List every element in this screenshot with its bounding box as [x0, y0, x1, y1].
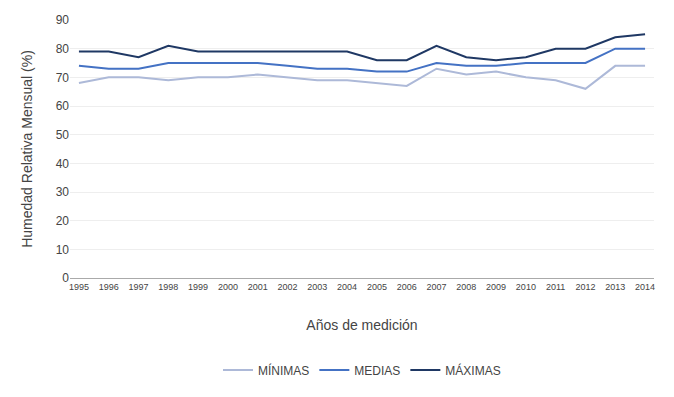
svg-text:2012: 2012 — [575, 282, 595, 292]
svg-text:2005: 2005 — [367, 282, 387, 292]
svg-text:Años de medición: Años de medición — [306, 317, 417, 333]
svg-text:MÍNIMAS: MÍNIMAS — [258, 363, 309, 378]
svg-text:2009: 2009 — [486, 282, 506, 292]
svg-text:1995: 1995 — [69, 282, 89, 292]
svg-text:1998: 1998 — [158, 282, 178, 292]
svg-text:MEDIAS: MEDIAS — [354, 364, 400, 378]
svg-text:Humedad Relativa Mensual (%): Humedad Relativa Mensual (%) — [19, 50, 35, 248]
svg-text:2008: 2008 — [456, 282, 476, 292]
svg-text:2010: 2010 — [516, 282, 536, 292]
svg-text:2011: 2011 — [546, 282, 565, 292]
svg-text:50: 50 — [56, 128, 70, 142]
svg-text:30: 30 — [56, 185, 70, 199]
svg-text:2014: 2014 — [635, 282, 655, 292]
svg-text:90: 90 — [56, 13, 70, 27]
svg-text:40: 40 — [56, 157, 70, 171]
svg-text:2001: 2001 — [248, 282, 268, 292]
svg-text:2007: 2007 — [426, 282, 446, 292]
svg-text:2003: 2003 — [307, 282, 327, 292]
svg-text:1999: 1999 — [188, 282, 208, 292]
svg-text:20: 20 — [56, 214, 70, 228]
svg-text:10: 10 — [56, 243, 70, 257]
svg-text:80: 80 — [56, 42, 70, 56]
svg-text:2013: 2013 — [605, 282, 625, 292]
svg-text:2002: 2002 — [277, 282, 297, 292]
svg-text:MÁXIMAS: MÁXIMAS — [445, 363, 500, 378]
svg-text:2000: 2000 — [218, 282, 238, 292]
svg-text:1996: 1996 — [99, 282, 119, 292]
svg-text:2004: 2004 — [337, 282, 357, 292]
svg-text:70: 70 — [56, 71, 70, 85]
svg-text:0: 0 — [62, 271, 69, 285]
svg-text:1997: 1997 — [129, 282, 149, 292]
svg-text:60: 60 — [56, 99, 70, 113]
svg-text:2006: 2006 — [397, 282, 417, 292]
